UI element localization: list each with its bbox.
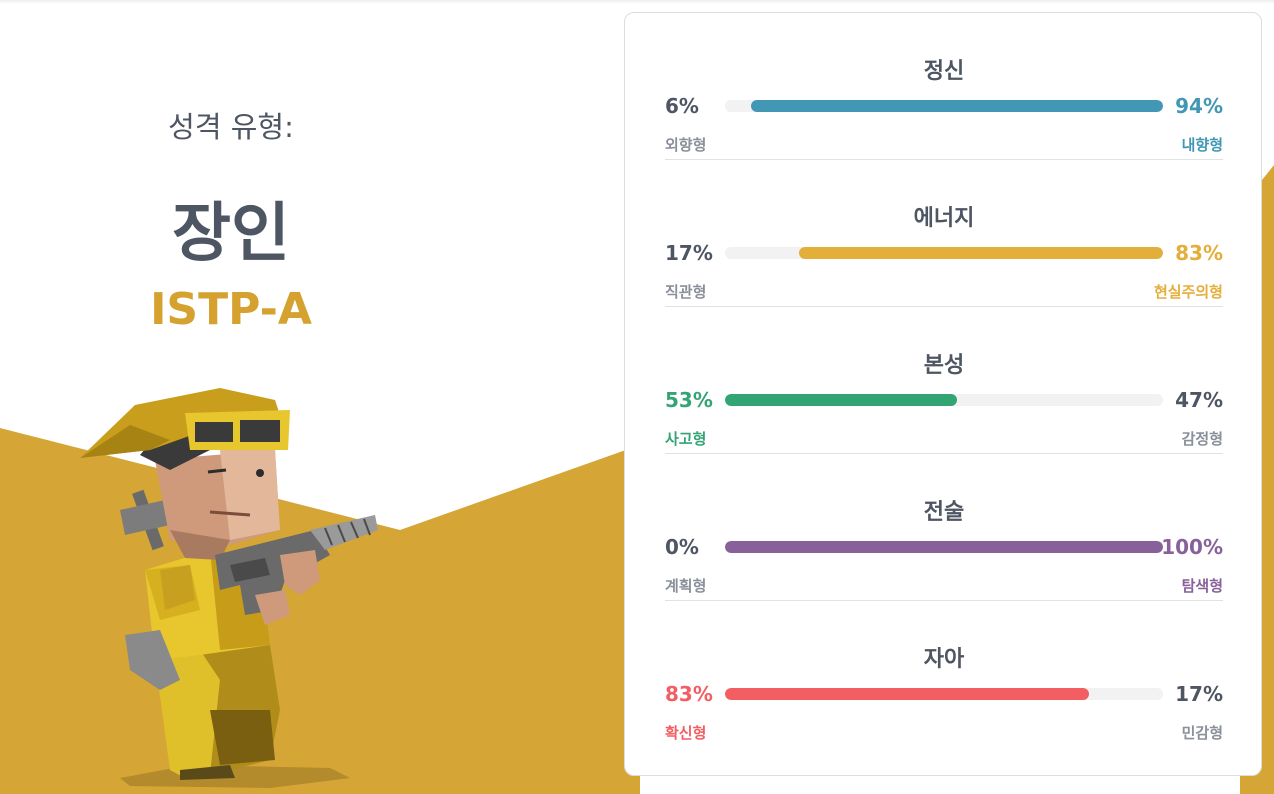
trait-row-tactics: 전술 0% 100% 계획형 탐색형	[665, 454, 1223, 601]
trait-bar-fill	[799, 247, 1163, 259]
trait-right-percent: 47%	[1175, 388, 1223, 412]
trait-right-label: 내향형	[1181, 136, 1223, 154]
trait-divider	[665, 600, 1223, 601]
trait-left-percent: 0%	[665, 535, 699, 559]
trait-bar-fill	[725, 688, 1089, 700]
trait-row-mind: 정신 6% 94% 외향형 내향형	[665, 13, 1223, 160]
trait-right-label: 감정형	[1181, 430, 1223, 448]
trait-divider	[665, 453, 1223, 454]
trait-left-percent: 6%	[665, 94, 699, 118]
trait-title: 자아	[923, 647, 965, 672]
trait-bar-fill	[751, 100, 1163, 112]
trait-row-energy: 에너지 17% 83% 직관형 현실주의형	[665, 160, 1223, 307]
trait-title: 정신	[923, 59, 965, 84]
trait-left-label: 직관형	[665, 283, 707, 301]
trait-left-percent: 17%	[665, 241, 713, 265]
trait-right-percent: 94%	[1175, 94, 1223, 118]
trait-right-label: 현실주의형	[1153, 283, 1223, 301]
trait-left-label: 외향형	[665, 136, 707, 154]
trait-left-label: 사고형	[665, 430, 707, 448]
personality-type-code: ISTP-A	[150, 284, 312, 335]
trait-left-percent: 83%	[665, 682, 713, 706]
trait-right-percent: 100%	[1161, 535, 1223, 559]
trait-right-label: 탐색형	[1181, 577, 1223, 595]
trait-bar-fill	[725, 394, 958, 406]
trait-divider	[665, 159, 1223, 160]
trait-bar-fill	[725, 541, 1163, 553]
trait-bar-track	[725, 688, 1163, 700]
personality-type-label: 성격 유형:	[168, 110, 294, 144]
trait-title: 에너지	[913, 206, 975, 231]
trait-title: 본성	[923, 353, 965, 378]
trait-left-percent: 53%	[665, 388, 713, 412]
virtuoso-character-illustration	[80, 388, 378, 788]
trait-left-label: 확신형	[665, 724, 707, 742]
trait-row-identity: 자아 83% 17% 확신형 민감형	[665, 601, 1223, 748]
trait-row-nature: 본성 53% 47% 사고형 감정형	[665, 307, 1223, 454]
trait-right-label: 민감형	[1181, 724, 1223, 742]
trait-results-card: 정신 6% 94% 외향형 내향형 에너지 17% 83% 직관형 현실주의형 …	[624, 12, 1262, 776]
personality-type-name: 장인	[172, 197, 290, 271]
trait-right-percent: 83%	[1175, 241, 1223, 265]
trait-bar-track	[725, 541, 1163, 553]
trait-right-percent: 17%	[1175, 682, 1223, 706]
top-shadow	[0, 0, 1274, 4]
trait-divider	[665, 306, 1223, 307]
trait-title: 전술	[923, 500, 965, 525]
trait-bar-track	[725, 100, 1163, 112]
trait-left-label: 계획형	[665, 577, 707, 595]
trait-bar-track	[725, 394, 1163, 406]
trait-bar-track	[725, 247, 1163, 259]
